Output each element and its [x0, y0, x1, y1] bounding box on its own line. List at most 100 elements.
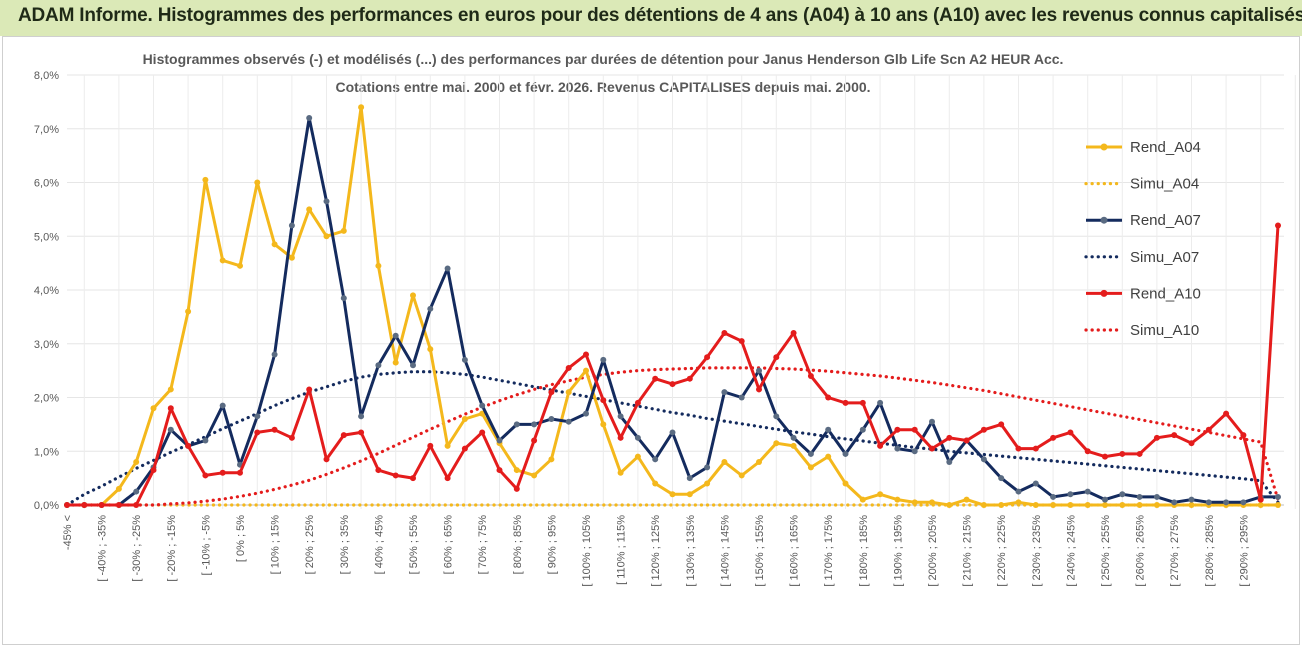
data-point-Rend_A04 — [133, 459, 140, 465]
data-point-Rend_A10 — [271, 426, 278, 433]
data-point-Rend_A07 — [548, 416, 555, 422]
data-point-Rend_A10 — [1153, 434, 1160, 441]
data-point-Rend_A04 — [859, 496, 866, 503]
data-point-Rend_A10 — [980, 426, 987, 433]
data-point-Rend_A04 — [1015, 499, 1022, 506]
data-point-Rend_A04 — [980, 502, 987, 508]
data-point-Rend_A10 — [167, 405, 174, 412]
data-point-Rend_A04 — [513, 467, 520, 474]
data-point-Rend_A04 — [790, 442, 797, 449]
data-point-Rend_A10 — [1171, 432, 1178, 439]
data-point-Rend_A10 — [1257, 496, 1264, 503]
data-point-Rend_A07 — [167, 426, 174, 433]
chart-area: Histogrammes observés (-) et modélisés (… — [2, 36, 1300, 645]
data-point-Rend_A04 — [548, 456, 555, 463]
data-point-Rend_A10 — [686, 375, 693, 382]
data-point-Rend_A04 — [911, 499, 918, 506]
data-point-Rend_A04 — [254, 179, 261, 186]
data-point-Rend_A07 — [1015, 488, 1022, 495]
x-tick-label: [ 70% ; 75% — [477, 515, 489, 575]
data-point-Rend_A04 — [634, 453, 641, 460]
data-point-Rend_A04 — [1188, 502, 1195, 508]
data-point-Rend_A07 — [1032, 480, 1039, 487]
data-point-Rend_A04 — [963, 496, 970, 503]
y-tick-label: 2,0% — [34, 393, 59, 405]
data-point-Rend_A04 — [1084, 502, 1091, 508]
data-point-Rend_A04 — [115, 485, 122, 492]
legend-item-Simu_A04: Simu_A04 — [1084, 176, 1199, 193]
data-point-Rend_A10 — [1067, 429, 1074, 436]
data-point-Rend_A10 — [842, 399, 849, 406]
data-point-Rend_A07 — [427, 305, 434, 312]
data-point-Rend_A07 — [617, 413, 624, 420]
series-Rend_A04 — [64, 104, 1281, 508]
data-point-Rend_A10 — [1188, 440, 1195, 447]
legend-marker — [1100, 289, 1108, 297]
y-tick-label: 1,0% — [34, 446, 59, 458]
legend-label: Rend_A10 — [1130, 285, 1201, 302]
data-point-Rend_A04 — [617, 469, 624, 476]
x-tick-label: [ 210% ; 215% — [962, 515, 974, 587]
x-tick-label: [ 180% ; 185% — [858, 515, 870, 587]
legend-item-Rend_A10: Rend_A10 — [1086, 285, 1201, 302]
report-banner: ADAM Informe. Histogrammes des performan… — [0, 0, 1302, 36]
data-point-Rend_A07 — [565, 418, 572, 425]
y-tick-label: 5,0% — [34, 231, 59, 243]
data-point-Rend_A10 — [288, 434, 295, 441]
data-point-Rend_A07 — [790, 434, 797, 441]
data-point-Rend_A07 — [513, 421, 520, 428]
data-point-Rend_A04 — [185, 308, 192, 315]
data-point-Rend_A07 — [1240, 499, 1247, 506]
data-point-Rend_A10 — [1015, 445, 1022, 452]
data-point-Rend_A04 — [461, 416, 468, 422]
legend-item-Rend_A07: Rend_A07 — [1086, 212, 1201, 229]
data-point-Rend_A10 — [64, 502, 70, 508]
data-point-Rend_A04 — [340, 227, 347, 234]
data-point-Rend_A04 — [929, 499, 935, 506]
x-tick-label: [ 40% ; 45% — [373, 515, 385, 575]
x-tick-label: [ 190% ; 195% — [892, 515, 904, 587]
data-point-Rend_A04 — [583, 367, 589, 374]
data-point-Rend_A10 — [1205, 426, 1212, 433]
data-point-Rend_A07 — [652, 456, 659, 463]
series-Simu_A10 — [65, 366, 1280, 507]
data-point-Rend_A10 — [877, 442, 884, 449]
legend-label: Simu_A10 — [1130, 322, 1199, 339]
data-point-Rend_A07 — [306, 115, 313, 121]
data-point-Rend_A07 — [392, 332, 399, 339]
data-point-Rend_A07 — [202, 437, 209, 444]
data-point-Rend_A07 — [583, 410, 589, 417]
data-point-Rend_A10 — [1032, 445, 1039, 452]
data-point-Rend_A07 — [444, 265, 451, 272]
data-point-Rend_A07 — [773, 413, 780, 420]
data-point-Rend_A04 — [288, 254, 295, 261]
data-point-Rend_A07 — [686, 475, 693, 482]
data-point-Rend_A07 — [738, 394, 745, 401]
data-point-Rend_A04 — [202, 176, 209, 183]
data-point-Rend_A04 — [358, 104, 365, 111]
data-point-Rend_A07 — [531, 421, 538, 428]
data-point-Rend_A04 — [479, 410, 486, 417]
data-point-Rend_A04 — [946, 502, 953, 508]
data-point-Rend_A10 — [237, 469, 243, 476]
data-point-Rend_A04 — [375, 262, 382, 269]
data-point-Rend_A10 — [1119, 450, 1126, 457]
data-point-Rend_A10 — [427, 442, 434, 449]
data-point-Rend_A07 — [254, 413, 261, 420]
data-point-Rend_A07 — [911, 448, 918, 455]
data-point-Rend_A10 — [721, 330, 728, 336]
data-point-Rend_A10 — [929, 445, 935, 452]
data-point-Rend_A04 — [444, 442, 451, 449]
data-point-Rend_A10 — [81, 502, 88, 508]
data-point-Rend_A10 — [1223, 410, 1230, 417]
x-tick-label: [ 30% ; 35% — [339, 515, 351, 575]
data-point-Rend_A10 — [1136, 450, 1143, 457]
data-point-Rend_A04 — [1257, 502, 1264, 508]
data-point-Rend_A07 — [410, 362, 416, 369]
data-point-Rend_A10 — [219, 469, 226, 476]
data-point-Rend_A07 — [1153, 493, 1160, 500]
legend-item-Simu_A10: Simu_A10 — [1084, 322, 1199, 339]
data-point-Rend_A07 — [842, 450, 849, 457]
data-point-Rend_A04 — [410, 292, 416, 299]
data-point-Rend_A10 — [461, 445, 468, 452]
